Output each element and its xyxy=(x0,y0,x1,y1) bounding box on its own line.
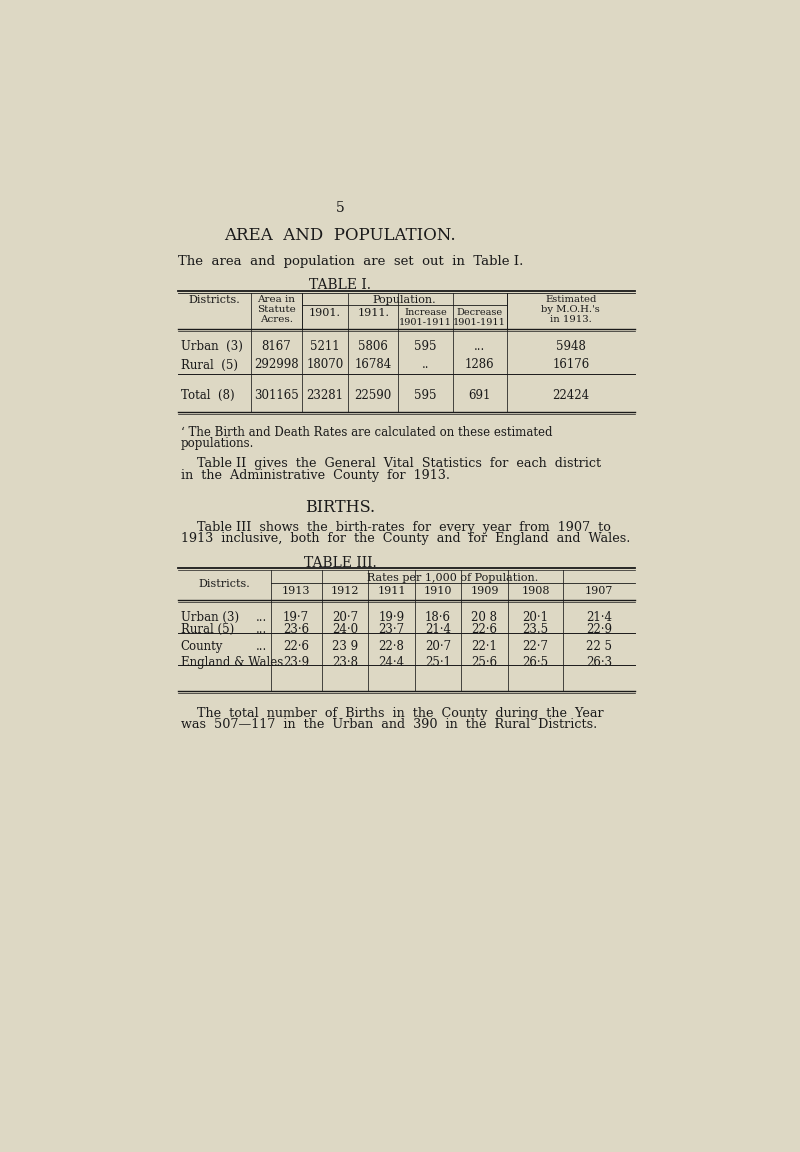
Text: 5: 5 xyxy=(336,202,345,215)
Text: ...: ... xyxy=(474,340,486,353)
Text: 22590: 22590 xyxy=(354,389,392,402)
Text: Population.: Population. xyxy=(372,295,436,305)
Text: 20·7: 20·7 xyxy=(332,611,358,624)
Text: Districts.: Districts. xyxy=(198,578,250,589)
Text: ..: .. xyxy=(422,358,430,371)
Text: Rates per 1,000 of Population.: Rates per 1,000 of Population. xyxy=(367,574,538,583)
Text: 24·4: 24·4 xyxy=(378,655,405,668)
Text: The  total  number  of  Births  in  the  County  during  the  Year: The total number of Births in the County… xyxy=(181,706,603,720)
Text: 21·4: 21·4 xyxy=(586,611,612,624)
Text: 20·1: 20·1 xyxy=(522,611,549,624)
Text: 25·6: 25·6 xyxy=(471,655,498,668)
Text: populations.: populations. xyxy=(181,437,254,450)
Text: BIRTHS.: BIRTHS. xyxy=(305,499,375,516)
Text: 22424: 22424 xyxy=(552,389,590,402)
Text: Table II  gives  the  General  Vital  Statistics  for  each  district: Table II gives the General Vital Statist… xyxy=(181,457,601,470)
Text: 1910: 1910 xyxy=(424,586,452,597)
Text: 8167: 8167 xyxy=(262,340,291,353)
Text: 23·8: 23·8 xyxy=(332,655,358,668)
Text: 5948: 5948 xyxy=(556,340,586,353)
Text: County: County xyxy=(181,641,223,653)
Text: 20·7: 20·7 xyxy=(425,641,451,653)
Text: Rural (5): Rural (5) xyxy=(181,622,234,636)
Text: 301165: 301165 xyxy=(254,389,298,402)
Text: 23·6: 23·6 xyxy=(283,622,309,636)
Text: ...: ... xyxy=(256,641,267,653)
Text: The  area  and  population  are  set  out  in  Table I.: The area and population are set out in T… xyxy=(178,256,523,268)
Text: 595: 595 xyxy=(414,389,437,402)
Text: 22·9: 22·9 xyxy=(586,622,612,636)
Text: 26·3: 26·3 xyxy=(586,655,612,668)
Text: 23·7: 23·7 xyxy=(378,622,405,636)
Text: 25·1: 25·1 xyxy=(425,655,451,668)
Text: Districts.: Districts. xyxy=(189,295,240,305)
Text: 24·0: 24·0 xyxy=(332,622,358,636)
Text: 1908: 1908 xyxy=(522,586,550,597)
Text: 595: 595 xyxy=(414,340,437,353)
Text: 5806: 5806 xyxy=(358,340,388,353)
Text: Table III  shows  the  birth-rates  for  every  year  from  1907  to: Table III shows the birth-rates for ever… xyxy=(181,521,610,533)
Text: 21·4: 21·4 xyxy=(425,622,451,636)
Text: Urban (3): Urban (3) xyxy=(181,611,238,624)
Text: 18·6: 18·6 xyxy=(425,611,451,624)
Text: ...: ... xyxy=(256,611,267,624)
Text: 23 9: 23 9 xyxy=(332,641,358,653)
Text: 22·8: 22·8 xyxy=(378,641,404,653)
Text: 18070: 18070 xyxy=(306,358,343,371)
Text: TABLE III.: TABLE III. xyxy=(304,555,377,569)
Text: 23.5: 23.5 xyxy=(522,622,549,636)
Text: 292998: 292998 xyxy=(254,358,298,371)
Text: Rural  (5): Rural (5) xyxy=(181,358,238,371)
Text: 1901.: 1901. xyxy=(309,308,341,318)
Text: 22 5: 22 5 xyxy=(586,641,612,653)
Text: 1912: 1912 xyxy=(330,586,359,597)
Text: 16176: 16176 xyxy=(552,358,590,371)
Text: Estimated
by M.O.H.'s
in 1913.: Estimated by M.O.H.'s in 1913. xyxy=(542,295,600,325)
Text: was  507—117  in  the  Urban  and  390  in  the  Rural  Districts.: was 507—117 in the Urban and 390 in the … xyxy=(181,718,597,732)
Text: 23281: 23281 xyxy=(306,389,343,402)
Text: 1907: 1907 xyxy=(585,586,614,597)
Text: AREA  AND  POPULATION.: AREA AND POPULATION. xyxy=(224,227,456,244)
Text: in  the  Administrative  County  for  1913.: in the Administrative County for 1913. xyxy=(181,469,450,482)
Text: Increase
1901-1911: Increase 1901-1911 xyxy=(399,308,452,327)
Text: Total  (8): Total (8) xyxy=(181,389,234,402)
Text: 1913: 1913 xyxy=(282,586,310,597)
Text: 16784: 16784 xyxy=(354,358,392,371)
Text: TABLE I.: TABLE I. xyxy=(310,279,371,293)
Text: England & Wales: England & Wales xyxy=(181,655,283,668)
Text: 1913  inclusive,  both  for  the  County  and  for  England  and  Wales.: 1913 inclusive, both for the County and … xyxy=(181,532,630,546)
Text: 691: 691 xyxy=(469,389,491,402)
Text: 1909: 1909 xyxy=(470,586,498,597)
Text: 1911: 1911 xyxy=(377,586,406,597)
Text: 20 8: 20 8 xyxy=(471,611,498,624)
Text: 19·7: 19·7 xyxy=(283,611,309,624)
Text: 1286: 1286 xyxy=(465,358,494,371)
Text: 26·5: 26·5 xyxy=(522,655,549,668)
Text: 19·9: 19·9 xyxy=(378,611,405,624)
Text: Urban  (3): Urban (3) xyxy=(181,340,242,353)
Text: 5211: 5211 xyxy=(310,340,339,353)
Text: ...: ... xyxy=(256,622,267,636)
Text: ‘ The Birth and Death Rates are calculated on these estimated: ‘ The Birth and Death Rates are calculat… xyxy=(181,426,552,439)
Text: 23·9: 23·9 xyxy=(283,655,309,668)
Text: 22·6: 22·6 xyxy=(283,641,309,653)
Text: 22·7: 22·7 xyxy=(522,641,549,653)
Text: Area in
Statute
Acres.: Area in Statute Acres. xyxy=(257,295,296,325)
Text: 22·6: 22·6 xyxy=(471,622,498,636)
Text: 1911.: 1911. xyxy=(357,308,389,318)
Text: 22·1: 22·1 xyxy=(471,641,498,653)
Text: Decrease
1901-1911: Decrease 1901-1911 xyxy=(454,308,506,327)
